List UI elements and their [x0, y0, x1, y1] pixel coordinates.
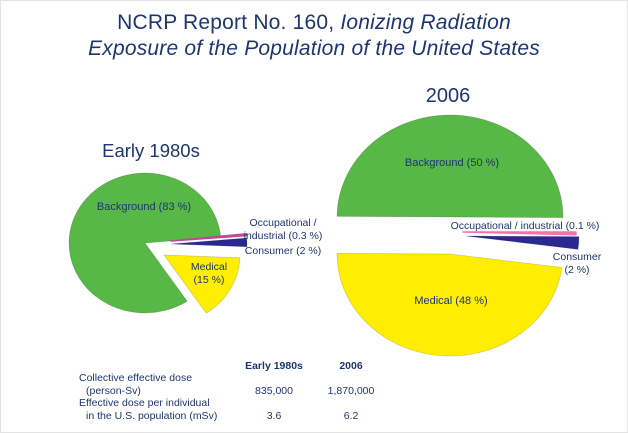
collective-dose-label-line2: (person-Sv) — [86, 384, 141, 397]
effective-dose-1980s-value: 3.6 — [266, 409, 282, 422]
table-row-label-collective-dose: Collective effective dose (person-Sv) — [79, 372, 242, 397]
y2006-consumer-label: Consumer (2 %) — [553, 251, 601, 276]
early-occupational-label-line1: Occupational / — [249, 217, 317, 229]
pie-slice-early-occupational-industrial — [170, 232, 248, 242]
pie-slice-early-medical — [163, 254, 241, 314]
table-corner-cell — [79, 360, 242, 372]
early-1980s-pie-title: Early 1980s — [102, 140, 200, 161]
table-header-early-1980s: Early 1980s — [245, 360, 303, 372]
early-medical-label: Medical (15 %) — [191, 261, 227, 286]
table-header-2006: 2006 — [339, 360, 363, 372]
early-consumer-label: Consumer (2 %) — [244, 245, 322, 257]
slide-title-line1-regular: NCRP Report No. 160, — [117, 11, 341, 34]
y2006-consumer-label-line1: Consumer — [552, 251, 602, 263]
early-occupational-label: Occupational / industrial (0.3 %) — [244, 217, 323, 242]
effective-dose-label-line2: in the U.S. population (mSv) — [86, 409, 218, 422]
early-background-label: Background (83 %) — [96, 201, 192, 213]
y2006-consumer-label-line2: (2 %) — [564, 263, 590, 276]
y2006-medical-label: Medical (48 %) — [414, 295, 488, 307]
slide-title-line1-italic: Ionizing Radiation — [340, 11, 511, 34]
y2006-background-label: Background (50 %) — [404, 157, 500, 169]
early-medical-label-line1: Medical — [190, 261, 228, 273]
early-occupational-label-line2: industrial (0.3 %) — [243, 229, 323, 242]
effective-dose-2006-value: 6.2 — [343, 409, 359, 422]
dose-comparison-table: Early 1980s 2006 Collective effective do… — [79, 360, 396, 422]
y2006-occupational-label: Occupational / industrial (0.1 %) — [450, 220, 600, 232]
slide-title: NCRP Report No. 160, Ionizing Radiation … — [1, 10, 627, 62]
table-row-label-effective-dose: Effective dose per individual in the U.S… — [79, 397, 242, 422]
slide-title-line2: Exposure of the Population of the United… — [88, 37, 540, 60]
pie-title-2006: 2006 — [425, 85, 471, 107]
pie-slice-2006-consumer — [465, 235, 580, 250]
pie-slice-early-background — [68, 172, 222, 314]
collective-dose-label-line1: Collective effective dose — [79, 372, 193, 385]
collective-dose-2006-value: 1,870,000 — [327, 384, 375, 397]
pie-slice-2006-background — [336, 114, 564, 218]
slide-title-line1: NCRP Report No. 160, Ionizing Radiation — [1, 10, 627, 36]
collective-dose-1980s-value: 835,000 — [255, 384, 293, 397]
effective-dose-label-line1: Effective dose per individual — [79, 397, 210, 410]
pie-slice-early-consumer — [170, 237, 248, 248]
pie-slice-2006-medical — [336, 253, 563, 357]
pie-slice-2006-occupational-industrial — [462, 231, 577, 236]
early-medical-label-line2: (15 %) — [193, 273, 225, 286]
